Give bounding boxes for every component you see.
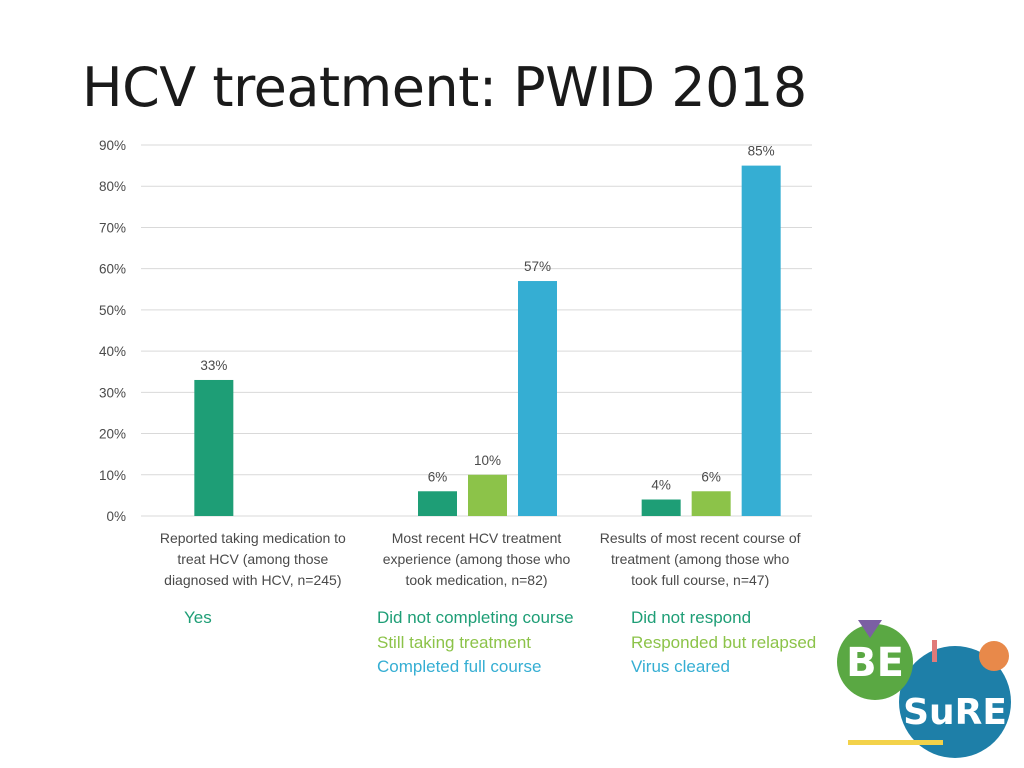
besure-logo: BE SuRE [837, 620, 1011, 758]
slide-title: HCV treatment: PWID 2018 [82, 56, 807, 119]
category-label: experience (among those who [383, 551, 571, 567]
bar [194, 379, 234, 516]
data-label: 4% [651, 478, 671, 493]
bar [741, 165, 781, 516]
category-label: treatment (among those who [611, 551, 789, 567]
y-tick-label: 50% [99, 303, 126, 318]
category-label: took full course, n=47) [631, 572, 769, 588]
logo-yellow-bar [848, 740, 943, 745]
logo-orange-dot [979, 641, 1009, 671]
y-tick-label: 10% [99, 468, 126, 483]
data-label: 85% [748, 144, 775, 159]
legend-item: Did not completing course [377, 608, 574, 627]
legend-group-medication: Yes [184, 606, 212, 631]
y-tick-label: 0% [106, 509, 126, 524]
bar [641, 499, 681, 516]
data-label: 33% [200, 358, 227, 373]
bar [468, 474, 507, 516]
category-label: Reported taking medication to [160, 530, 346, 546]
category-label: took medication, n=82) [405, 572, 547, 588]
y-tick-label: 80% [99, 179, 126, 194]
logo-green-circle [837, 624, 913, 700]
legend-item: Completed full course [377, 657, 542, 676]
bar-chart: 0% 10% 20% 30% 40% 50% 60% 70% 80% 90% 33% Reported… [99, 138, 812, 588]
y-tick-label: 60% [99, 262, 126, 277]
data-label: 6% [428, 469, 448, 484]
logo-blue-circle [899, 646, 1011, 758]
logo-pink-bar [932, 640, 937, 662]
logo-text-top: BE [846, 640, 904, 686]
legend-item: Yes [184, 608, 212, 627]
data-label: 6% [701, 469, 721, 484]
bar [518, 281, 557, 516]
logo-text-bottom: SuRE [903, 692, 1007, 733]
data-label: 10% [474, 453, 501, 468]
category-label: treat HCV (among those [177, 551, 328, 567]
y-tick-label: 70% [99, 220, 126, 235]
category-label: diagnosed with HCV, n=245) [164, 572, 341, 588]
legend-group-results: Did not respond Responded but relapsed V… [631, 606, 816, 680]
legend-item: Did not respond [631, 608, 752, 627]
category-label: Results of most recent course of [600, 530, 801, 546]
y-tick-label: 30% [99, 385, 126, 400]
category-label: Most recent HCV treatment [392, 530, 562, 546]
legend-item: Virus cleared [631, 657, 730, 676]
legend-item: Responded but relapsed [631, 632, 817, 652]
legend-group-experience: Did not completing course Still taking t… [377, 606, 574, 680]
bar [418, 491, 457, 516]
bar [691, 491, 731, 516]
y-tick-label: 40% [99, 344, 126, 359]
legend-item: Still taking treatment [377, 632, 532, 652]
data-label: 57% [524, 259, 551, 274]
y-tick-label: 90% [99, 138, 126, 153]
logo-purple-triangle [858, 620, 882, 638]
y-tick-label: 20% [99, 427, 126, 442]
